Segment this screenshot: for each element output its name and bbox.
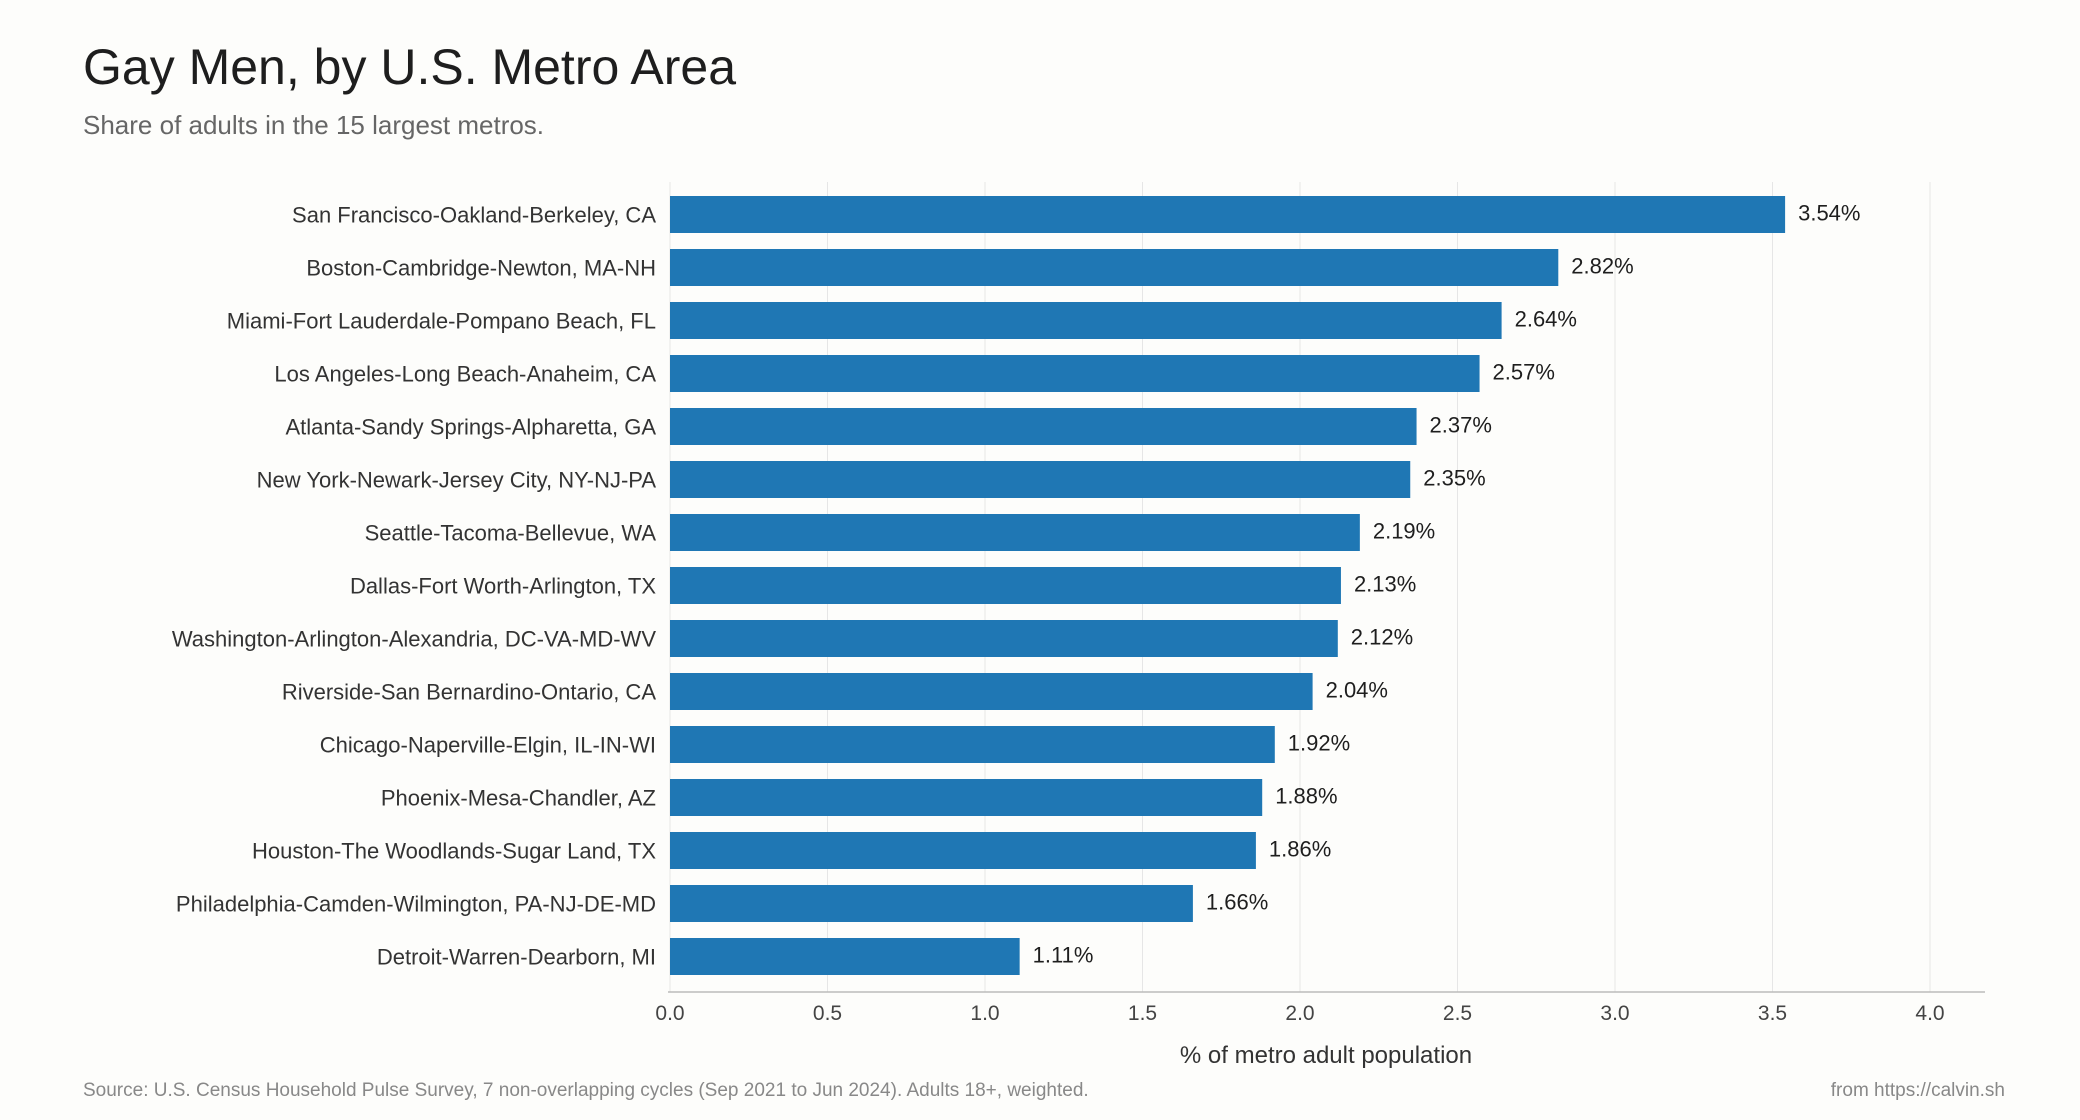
category-label: Atlanta-Sandy Springs-Alpharetta, GA xyxy=(285,415,656,440)
category-labels: San Francisco-Oakland-Berkeley, CA Boston… xyxy=(172,203,656,970)
bar xyxy=(670,461,1411,498)
value-label: 2.57% xyxy=(1493,360,1555,385)
value-label: 3.54% xyxy=(1798,201,1860,226)
chart-subtitle: Share of adults in the 15 largest metros… xyxy=(83,110,545,140)
category-label: New York-Newark-Jersey City, NY-NJ-PA xyxy=(257,468,657,493)
bar xyxy=(670,885,1193,922)
category-label: Miami-Fort Lauderdale-Pompano Beach, FL xyxy=(227,309,656,334)
value-label: 1.86% xyxy=(1269,837,1331,862)
value-label: 1.66% xyxy=(1206,890,1268,915)
category-label: Dallas-Fort Worth-Arlington, TX xyxy=(350,574,656,599)
bar xyxy=(670,355,1480,392)
bar xyxy=(670,726,1275,763)
x-tick-label: 2.0 xyxy=(1285,1002,1314,1025)
credit-link[interactable]: from https://calvin.sh xyxy=(1830,1080,2005,1101)
category-label: Washington-Arlington-Alexandria, DC-VA-M… xyxy=(172,627,656,652)
x-tick-label: 0.0 xyxy=(655,1002,684,1025)
x-tick-label: 1.5 xyxy=(1128,1002,1157,1025)
bar xyxy=(670,514,1360,551)
value-label: 2.35% xyxy=(1423,466,1485,491)
bar xyxy=(670,620,1338,657)
bar xyxy=(670,302,1502,339)
value-label: 1.88% xyxy=(1275,784,1337,809)
x-tick-labels: 0.0 0.5 1.0 1.5 2.0 2.5 3.0 3.5 4.0 xyxy=(655,1002,1944,1025)
bar xyxy=(670,408,1417,445)
category-label: San Francisco-Oakland-Berkeley, CA xyxy=(292,203,656,228)
value-label: 2.64% xyxy=(1515,307,1577,332)
category-label: Los Angeles-Long Beach-Anaheim, CA xyxy=(274,362,656,387)
value-label: 2.12% xyxy=(1351,625,1413,650)
value-label: 1.11% xyxy=(1033,943,1094,968)
category-label: Seattle-Tacoma-Bellevue, WA xyxy=(365,521,657,546)
bars xyxy=(670,196,1786,975)
bar xyxy=(670,567,1341,604)
bar xyxy=(670,938,1020,975)
category-label: Phoenix-Mesa-Chandler, AZ xyxy=(381,786,656,811)
category-label: Philadelphia-Camden-Wilmington, PA-NJ-DE… xyxy=(176,892,656,917)
x-tick-label: 2.5 xyxy=(1443,1002,1472,1025)
value-label: 2.82% xyxy=(1571,254,1633,279)
value-label: 2.19% xyxy=(1373,519,1435,544)
value-label: 2.37% xyxy=(1430,413,1492,438)
bar xyxy=(670,196,1786,233)
source-note: Source: U.S. Census Household Pulse Surv… xyxy=(83,1080,1089,1101)
category-label: Houston-The Woodlands-Sugar Land, TX xyxy=(252,839,656,864)
x-tick-label: 3.5 xyxy=(1758,1002,1787,1025)
value-label: 2.04% xyxy=(1326,678,1388,703)
value-label: 1.92% xyxy=(1288,731,1350,756)
x-tick-label: 1.0 xyxy=(970,1002,999,1025)
category-label: Detroit-Warren-Dearborn, MI xyxy=(377,945,656,970)
chart-title: Gay Men, by U.S. Metro Area xyxy=(83,39,737,95)
bar xyxy=(670,779,1263,816)
bar xyxy=(670,673,1313,710)
category-label: Chicago-Naperville-Elgin, IL-IN-WI xyxy=(320,733,656,758)
x-axis-title: % of metro adult population xyxy=(1180,1042,1472,1069)
x-tick-label: 3.0 xyxy=(1600,1002,1629,1025)
x-tick-label: 4.0 xyxy=(1915,1002,1944,1025)
value-labels: 3.54% 2.82% 2.64% 2.57% 2.37% 2.35% 2.19% 2.13%… xyxy=(1033,201,1861,968)
bar xyxy=(670,249,1559,286)
bar xyxy=(670,832,1256,869)
x-tick-label: 0.5 xyxy=(813,1002,842,1025)
category-label: Riverside-San Bernardino-Ontario, CA xyxy=(282,680,656,705)
value-label: 2.13% xyxy=(1354,572,1416,597)
category-label: Boston-Cambridge-Newton, MA-NH xyxy=(306,256,656,281)
